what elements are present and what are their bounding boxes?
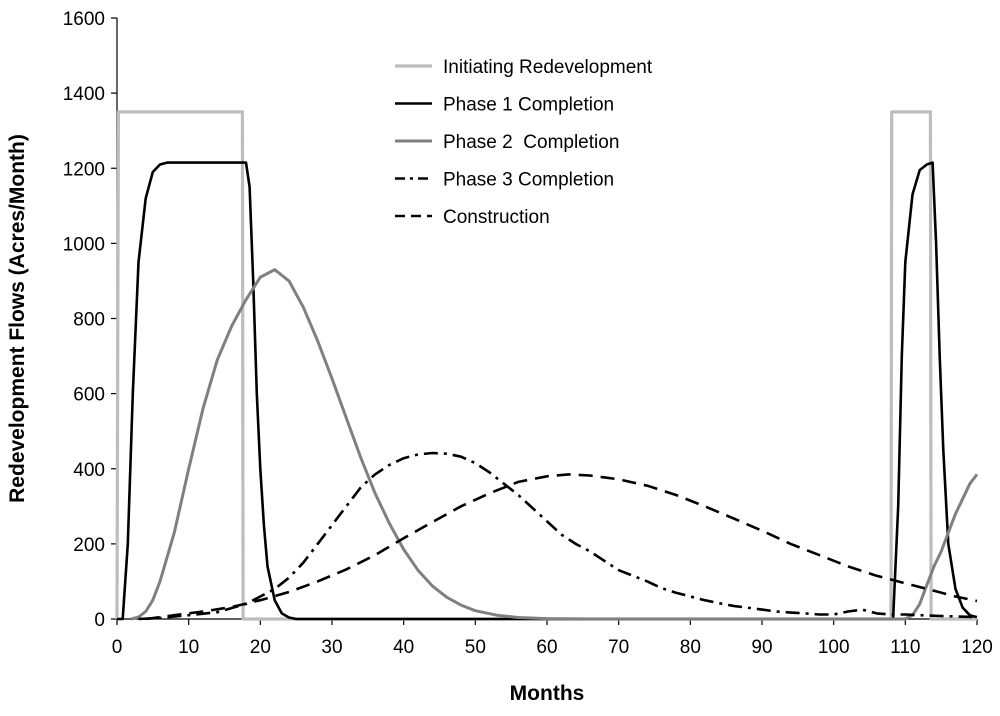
x-axis-ticks: 0 10 20 30 40 50 60 70 80 90 100 110 120 bbox=[112, 619, 993, 658]
series-group bbox=[115, 110, 979, 621]
plot-area: 0 200 400 600 800 1000 1200 1400 1600 0 10 20 30 40 5… bbox=[63, 9, 993, 658]
y-axis-ticks: 0 200 400 600 800 1000 1200 1400 1600 bbox=[63, 9, 117, 631]
series-line-3 bbox=[130, 268, 979, 621]
legend-label-1: Initiating Redevelopment bbox=[443, 57, 653, 78]
y-tick-label: 400 bbox=[73, 460, 105, 481]
series-line-2 bbox=[117, 161, 978, 621]
x-tick-label: 0 bbox=[112, 637, 123, 658]
y-axis-title: Redevelopment Flows (Acres/Month) bbox=[6, 134, 29, 503]
series-line-5 bbox=[145, 473, 978, 621]
x-tick-label: 90 bbox=[751, 637, 772, 658]
legend: Initiating Redevelopment Phase 1 Completi… bbox=[395, 57, 653, 228]
y-tick-label: 600 bbox=[73, 385, 105, 406]
x-tick-label: 100 bbox=[818, 637, 850, 658]
x-tick-label: 110 bbox=[890, 637, 920, 658]
y-tick-label: 0 bbox=[94, 610, 105, 631]
y-tick-label: 200 bbox=[73, 535, 105, 556]
x-tick-label: 50 bbox=[465, 637, 486, 658]
y-tick-label: 1000 bbox=[63, 234, 105, 255]
y-tick-label: 800 bbox=[73, 310, 105, 331]
x-tick-label: 80 bbox=[680, 637, 701, 658]
x-tick-label: 70 bbox=[608, 637, 629, 658]
y-tick-label: 1600 bbox=[63, 9, 105, 30]
legend-label-3: Phase 2 Completion bbox=[443, 132, 619, 153]
series-line-4 bbox=[138, 451, 978, 621]
legend-label-2: Phase 1 Completion bbox=[443, 95, 614, 116]
x-tick-label: 120 bbox=[961, 637, 993, 658]
legend-label-5: Construction bbox=[443, 207, 550, 228]
x-tick-label: 10 bbox=[178, 637, 199, 658]
x-tick-label: 60 bbox=[536, 637, 557, 658]
y-tick-label: 1400 bbox=[63, 84, 105, 105]
legend-label-4: Phase 3 Completion bbox=[443, 170, 614, 191]
x-tick-label: 40 bbox=[393, 637, 414, 658]
x-axis-title: Months bbox=[510, 682, 585, 705]
y-tick-label: 1200 bbox=[63, 159, 105, 180]
x-tick-label: 20 bbox=[250, 637, 271, 658]
x-tick-label: 30 bbox=[321, 637, 342, 658]
